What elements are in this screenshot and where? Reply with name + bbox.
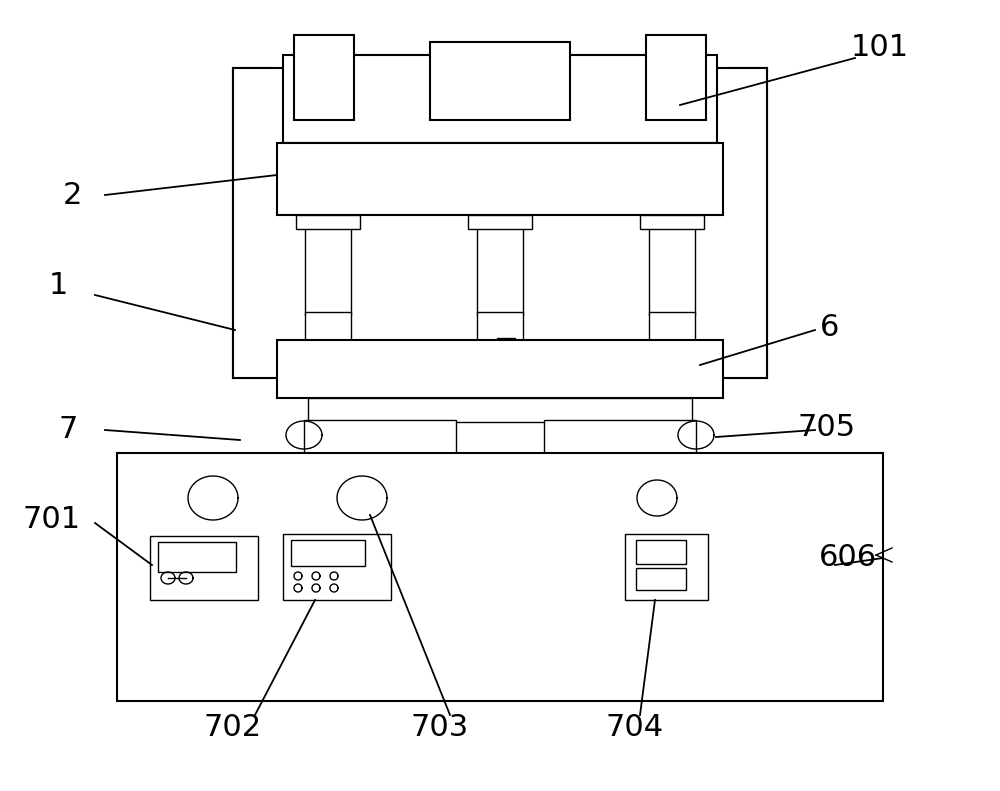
Bar	[477, 215, 523, 315]
Bar	[649, 215, 695, 315]
Text: 2: 2	[62, 180, 82, 210]
Text: 701: 701	[23, 505, 81, 535]
Bar	[304, 420, 456, 455]
Bar	[305, 312, 351, 340]
Text: 702: 702	[204, 713, 262, 743]
Bar	[636, 540, 686, 564]
Bar	[308, 398, 692, 422]
Bar	[636, 568, 686, 590]
Bar	[283, 55, 717, 143]
Bar	[649, 312, 695, 340]
Text: 101: 101	[851, 33, 909, 62]
Bar	[640, 215, 704, 229]
Bar	[294, 35, 354, 120]
Text: 1: 1	[48, 271, 68, 300]
Text: 7: 7	[58, 415, 78, 445]
Bar	[233, 68, 767, 378]
Text: 6: 6	[820, 313, 840, 343]
Text: 606: 606	[819, 543, 877, 573]
Bar	[117, 453, 883, 701]
Bar	[283, 534, 391, 600]
Bar	[646, 35, 706, 120]
Text: 704: 704	[606, 713, 664, 743]
Bar	[277, 340, 723, 398]
Bar	[296, 215, 360, 229]
Text: 703: 703	[411, 713, 469, 743]
Text: 705: 705	[798, 414, 856, 442]
Bar	[544, 420, 696, 455]
Bar	[430, 42, 570, 120]
Bar	[233, 68, 271, 378]
Bar	[291, 540, 365, 566]
Bar	[477, 312, 523, 340]
Bar	[305, 215, 351, 315]
Bar	[150, 536, 258, 600]
Bar	[158, 542, 236, 572]
Bar	[729, 68, 767, 378]
Bar	[277, 143, 723, 215]
Bar	[468, 215, 532, 229]
Bar	[625, 534, 708, 600]
Bar	[497, 338, 515, 356]
